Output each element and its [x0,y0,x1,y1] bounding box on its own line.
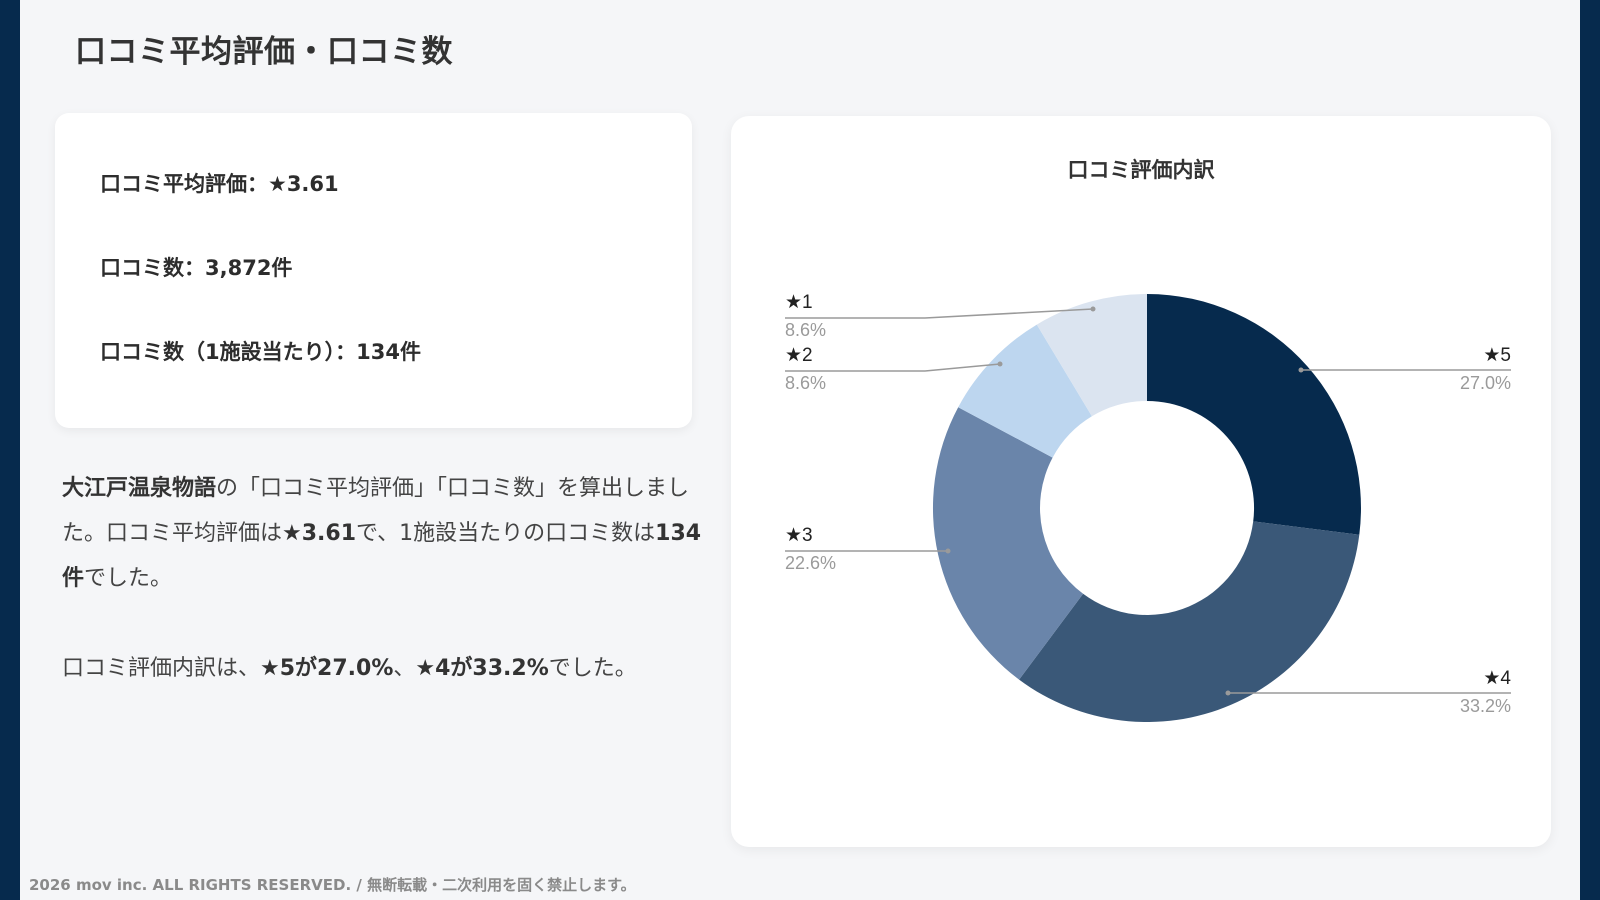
summary-paragraph-2: 口コミ評価内訳は、★5が27.0%、★4が33.2%でした。 [62,646,702,691]
right-edge-bar [1580,0,1600,900]
reviews-per-facility-stat: 口コミ数（1施設当たり）：134件 [100,340,421,364]
chart-title: 口コミ評価内訳 [1067,158,1215,182]
slice-star4[interactable] [1019,521,1360,723]
facility-name: 大江戸温泉物語 [62,476,217,501]
label-star2-pct: 8.6% [785,373,827,393]
label-star1-pct: 8.6% [785,320,827,340]
summary-text: 大江戸温泉物語の「口コミ平均評価」「口コミ数」を算出しました。口コミ平均評価は★… [62,466,702,691]
count-highlight: 134件 [62,521,702,591]
review-count-stat: 口コミ数：3,872件 [100,256,293,280]
summary-text-fragment: 、 [393,656,416,681]
summary-text-fragment: の「口コミ平均評価」「口コミ数」を算出しました。口コミ平均評価は [62,476,690,546]
star4-highlight: ★4が33.2% [415,656,549,681]
label-star5: ★5 27.0% [1460,345,1511,394]
summary-text-fragment: でした。 [548,656,637,681]
average-rating-stat: 口コミ平均評価：★3.61 [100,172,339,196]
label-star2: ★2 8.6% [785,345,826,394]
label-star5-pct: 27.0% [1459,373,1511,393]
label-star1: ★1 8.6% [785,292,826,341]
slice-star5[interactable] [1147,294,1361,535]
label-star4: ★4 33.2% [1460,668,1511,717]
label-star4-pct: 33.2% [1459,696,1511,716]
label-star3-name: ★3 [785,525,813,546]
label-star3: ★3 22.6% [785,525,836,574]
slice-star2[interactable] [958,324,1092,458]
leader-line-star1 [785,308,1094,319]
stats-card: 口コミ平均評価：★3.61 口コミ数：3,872件 口コミ数（1施設当たり）：1… [55,113,692,428]
star5-highlight: ★5が27.0% [260,656,394,681]
label-star3-pct: 22.6% [785,553,837,573]
chart-card: 口コミ評価内訳 ★1 8.6% ★2 8.6% [731,116,1551,847]
label-star1-name: ★1 [785,292,813,313]
donut-chart [785,294,1511,723]
left-edge-bar [0,0,20,900]
slice-star1[interactable] [1036,294,1147,417]
summary-text-fragment: 口コミ評価内訳は、 [62,656,261,681]
page-title: 口コミ平均評価・口コミ数 [75,34,453,70]
summary-text-fragment: で、1施設当たりの口コミ数は [356,521,656,546]
slice-star3[interactable] [932,407,1084,680]
leader-dots [945,306,1304,696]
donut-slices [932,294,1361,723]
label-star2-name: ★2 [785,345,813,366]
copyright-footer: 2026 mov inc. ALL RIGHTS RESERVED. / 無断転… [29,876,636,894]
leader-line-star2 [785,363,1001,372]
leader-lines [785,308,1511,694]
label-star4-name: ★4 [1483,668,1511,689]
label-star5-name: ★5 [1483,345,1511,366]
summary-text-fragment: でした。 [84,566,173,591]
summary-paragraph-1: 大江戸温泉物語の「口コミ平均評価」「口コミ数」を算出しました。口コミ平均評価は★… [62,466,702,601]
rating-highlight: ★3.61 [282,521,357,546]
